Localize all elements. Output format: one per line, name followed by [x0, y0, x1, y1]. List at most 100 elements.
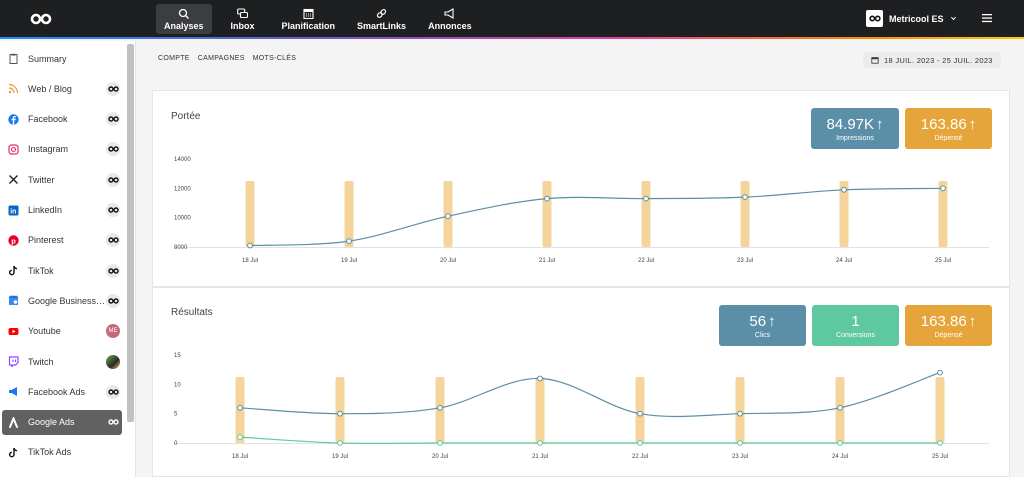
data-point[interactable]: [937, 369, 943, 376]
data-point[interactable]: [937, 440, 943, 446]
tab-mots-cles[interactable]: MOTS-CLÉS: [252, 55, 297, 62]
bar[interactable]: [740, 181, 750, 247]
y-tick-label: 0: [174, 441, 178, 447]
impressions-kpi[interactable]: 84.97K ↑ Impressions: [811, 108, 899, 149]
spent-kpi[interactable]: 163.86 ↑ Dépensé: [905, 108, 992, 149]
sidebar-item-google-ads[interactable]: Google Ads: [2, 409, 122, 435]
data-point[interactable]: [346, 238, 352, 245]
chevron-down-icon: [950, 16, 956, 21]
x-tick-label: 21 Jul: [532, 454, 548, 460]
data-point[interactable]: [537, 375, 543, 382]
x-tick-label: 18 Jul: [232, 454, 248, 460]
data-point[interactable]: [737, 440, 743, 446]
data-point[interactable]: [940, 185, 946, 192]
date-range-picker[interactable]: 18 JUIL. 2023 - 25 JUIL. 2023: [863, 52, 1001, 68]
account-name: Metricool ES: [889, 13, 944, 24]
nav-analyses[interactable]: Analyses: [156, 4, 212, 34]
data-point[interactable]: [737, 410, 743, 417]
nav-inbox[interactable]: Inbox: [218, 4, 268, 34]
main-nav: Analyses Inbox Planification SmartLinks Anno…: [156, 4, 480, 34]
data-point[interactable]: [337, 410, 343, 417]
y-tick-label: 12000: [174, 186, 191, 192]
sidebar-item-google-business-profile[interactable]: Google Business Profile: [2, 288, 122, 313]
data-point[interactable]: [637, 440, 643, 446]
nav-annonces[interactable]: Annonces: [420, 4, 480, 34]
x-tick-label: 21 Jul: [539, 258, 555, 264]
spent-kpi[interactable]: 163.86 ↑ Dépensé: [905, 305, 992, 346]
data-point[interactable]: [637, 410, 643, 417]
reach-chart: 8000 10000 12000 14000 18 Jul 19 Jul 20 Jul 21 …: [174, 157, 989, 264]
nav-smartlinks[interactable]: SmartLinks: [349, 4, 414, 34]
sidebar-item-youtube[interactable]: Youtube ME: [2, 319, 122, 344]
account-logo-badge: [106, 263, 120, 278]
bar[interactable]: [344, 181, 354, 247]
sidebar-item-tiktok-ads[interactable]: TikTok Ads: [2, 440, 122, 465]
sidebar-item-tiktok[interactable]: TikTok: [2, 258, 122, 283]
data-point[interactable]: [445, 213, 451, 220]
impressions-value: 84.97K: [826, 115, 875, 133]
data-point[interactable]: [237, 434, 243, 441]
sidebar-item-label: Youtube: [28, 326, 61, 337]
link-icon: [376, 8, 387, 18]
y-tick-label: 15: [174, 353, 181, 359]
data-point[interactable]: [537, 440, 543, 446]
y-tick-label: 14000: [174, 157, 191, 163]
facebook-icon: [8, 113, 19, 125]
data-point[interactable]: [437, 440, 443, 446]
tab-campagnes[interactable]: CAMPAGNES: [197, 55, 245, 62]
sidebar-item-twitter[interactable]: Twitter: [2, 167, 122, 192]
megaphone-icon: [444, 7, 454, 19]
account-logo-badge: [106, 142, 120, 157]
account-switcher[interactable]: Metricool ES: [866, 10, 957, 27]
sidebar-item-label: Instagram: [28, 144, 69, 155]
sidebar-item-linkedin[interactable]: in LinkedIn: [2, 198, 122, 223]
google-ads-icon: [8, 416, 19, 428]
data-point[interactable]: [841, 186, 847, 193]
clicks-kpi[interactable]: 56 ↑ Clics: [719, 305, 806, 346]
account-logo-badge: [106, 415, 120, 429]
bar[interactable]: [735, 377, 745, 443]
series-line: [239, 372, 941, 418]
data-point[interactable]: [237, 404, 243, 411]
nav-planification[interactable]: Planification: [274, 4, 344, 34]
sidebar-item-label: Summary: [28, 53, 67, 64]
data-point[interactable]: [643, 195, 649, 202]
nav-label: Analyses: [164, 20, 204, 31]
sidebar-item-instagram[interactable]: Instagram: [2, 137, 122, 162]
sidebar-item-web-blog[interactable]: Web / Blog: [2, 76, 122, 101]
data-point[interactable]: [837, 404, 843, 411]
tab-compte[interactable]: COMPTE: [158, 55, 190, 62]
bar[interactable]: [635, 377, 645, 443]
data-point[interactable]: [247, 242, 253, 249]
x-tick-label: 20 Jul: [440, 258, 456, 264]
conversions-kpi[interactable]: 1 Conversions: [812, 305, 899, 346]
sidebar-item-summary[interactable]: Summary: [2, 46, 122, 71]
bar[interactable]: [245, 181, 255, 247]
conversions-value: 1: [851, 312, 860, 330]
sidebar-scrollbar[interactable]: [127, 44, 134, 422]
sidebar-item-pinterest[interactable]: p Pinterest: [2, 228, 122, 253]
metricool-logo-icon[interactable]: [30, 11, 52, 27]
sidebar-item-facebook[interactable]: Facebook: [2, 107, 122, 132]
reach-title: Portée: [171, 111, 201, 122]
data-point[interactable]: [337, 440, 343, 446]
sidebar-item-label: Pinterest: [28, 235, 64, 246]
data-point[interactable]: [544, 195, 550, 202]
sidebar-item-label: Web / Blog: [28, 83, 72, 94]
bar[interactable]: [935, 377, 945, 443]
calendar-icon: [303, 8, 314, 19]
account-logo-badge: [106, 293, 120, 308]
bar[interactable]: [335, 377, 345, 443]
x-tick-label: 18 Jul: [242, 258, 258, 264]
data-point[interactable]: [837, 440, 843, 446]
data-point[interactable]: [742, 194, 748, 201]
bar[interactable]: [535, 377, 545, 443]
sidebar-item-facebook-ads[interactable]: Facebook Ads: [2, 379, 122, 404]
bar[interactable]: [542, 181, 552, 247]
hamburger-menu-icon[interactable]: [982, 13, 992, 23]
bar[interactable]: [839, 181, 849, 247]
bar[interactable]: [938, 181, 948, 247]
bar[interactable]: [641, 181, 651, 247]
sidebar-item-twitch[interactable]: Twitch: [2, 349, 122, 374]
data-point[interactable]: [437, 404, 443, 411]
